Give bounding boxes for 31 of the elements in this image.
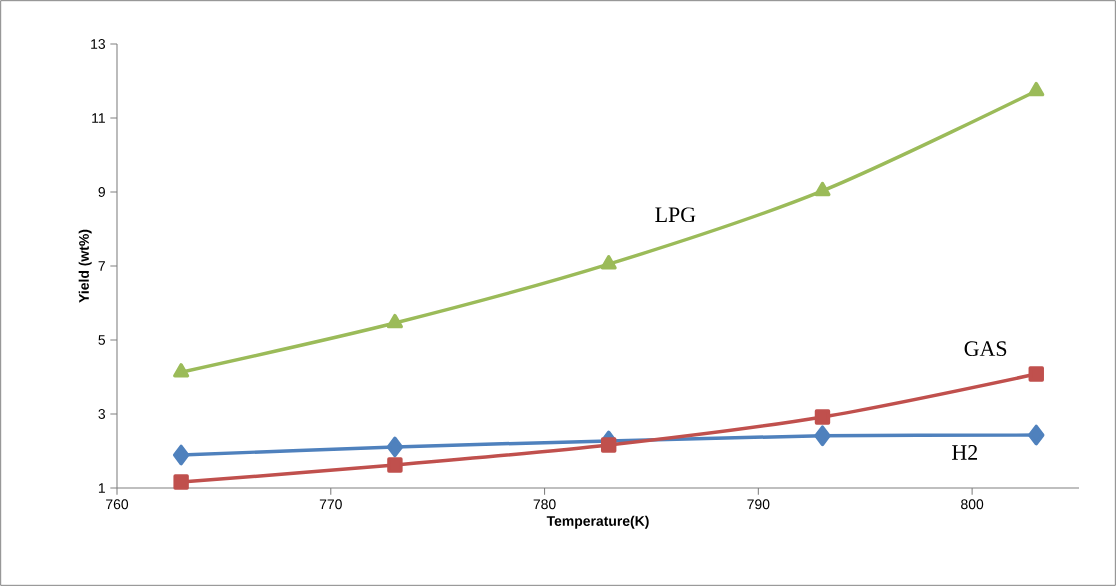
- point: [386, 436, 404, 458]
- point: [814, 181, 831, 197]
- point: [1028, 366, 1044, 382]
- point: [814, 425, 831, 447]
- y-tick-label: 13: [91, 39, 106, 49]
- point: [173, 474, 189, 490]
- point: [600, 255, 617, 270]
- x-tick-label: 770: [319, 499, 342, 510]
- series-label: LPG: [655, 207, 696, 223]
- x-tick-label: 790: [747, 499, 770, 510]
- y-tick-label: 9: [98, 187, 105, 197]
- x-axis-title: Temperature(K): [546, 515, 649, 529]
- y-tick-label: 5: [98, 335, 106, 345]
- point: [600, 437, 617, 453]
- y-tick-label: 11: [92, 113, 105, 123]
- x-tick-label: 760: [106, 499, 129, 510]
- point: [172, 444, 190, 466]
- x-tick-label: 800: [961, 499, 984, 510]
- y-tick-label: 7: [98, 261, 105, 271]
- point: [814, 409, 831, 425]
- series-label: GAS: [964, 341, 1007, 357]
- point: [1028, 81, 1045, 97]
- y-tick-label: 1: [98, 483, 105, 493]
- y-tick-label: 3: [98, 409, 106, 419]
- point: [387, 457, 403, 473]
- point: [386, 313, 403, 329]
- y-axis-title: Yield (wt%): [78, 229, 92, 303]
- point: [1028, 424, 1045, 446]
- point: [173, 363, 190, 378]
- series-label: H2: [952, 445, 978, 460]
- x-tick-label: 780: [533, 499, 556, 510]
